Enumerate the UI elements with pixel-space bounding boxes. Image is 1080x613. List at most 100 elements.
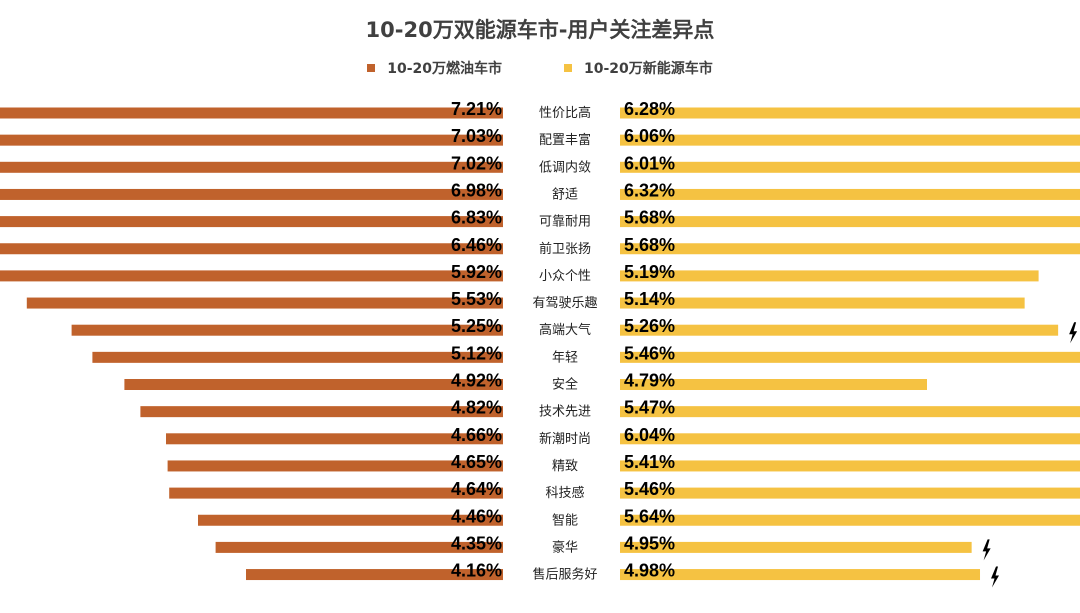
bar-fuel bbox=[0, 161, 503, 173]
data-label-ev: 5.41% bbox=[624, 452, 675, 472]
data-label-fuel: 4.92% bbox=[451, 371, 502, 391]
bar-fuel bbox=[71, 324, 503, 336]
bar-fuel bbox=[0, 270, 503, 282]
bar-ev bbox=[620, 487, 1080, 499]
category-label: 可靠耐用 bbox=[539, 215, 591, 230]
data-label-fuel: 7.21% bbox=[451, 99, 502, 119]
category-label: 安全 bbox=[552, 377, 578, 393]
bar-fuel bbox=[169, 487, 503, 499]
data-label-fuel: 4.82% bbox=[451, 398, 502, 418]
data-label-fuel: 5.12% bbox=[451, 343, 502, 363]
bar-fuel bbox=[246, 569, 503, 581]
data-label-ev: 5.19% bbox=[624, 262, 675, 282]
legend-entry-fuel: 10-20万燃油车市 bbox=[367, 58, 502, 78]
data-label-fuel: 5.25% bbox=[451, 316, 502, 336]
category-label: 小众个性 bbox=[539, 269, 591, 284]
category-label: 有驾驶乐趣 bbox=[532, 296, 597, 311]
bar-ev bbox=[620, 107, 1080, 119]
data-label-ev: 4.95% bbox=[624, 533, 675, 553]
data-label-ev: 4.79% bbox=[624, 371, 675, 391]
data-label-ev: 5.14% bbox=[624, 289, 675, 309]
category-label: 科技感 bbox=[545, 485, 584, 501]
data-label-fuel: 4.66% bbox=[451, 425, 502, 445]
bar-ev bbox=[620, 379, 927, 390]
bar-fuel bbox=[0, 134, 504, 146]
data-label-fuel: 4.46% bbox=[451, 506, 502, 526]
data-label-fuel: 7.02% bbox=[451, 153, 502, 173]
category-label: 年轻 bbox=[552, 350, 578, 365]
data-label-ev: 5.47% bbox=[624, 398, 675, 418]
bar-ev bbox=[620, 161, 1080, 173]
data-label-fuel: 4.16% bbox=[451, 561, 502, 581]
bar-ev bbox=[620, 351, 1080, 363]
data-label-ev: 5.68% bbox=[624, 208, 675, 228]
category-label: 高端大气 bbox=[539, 322, 591, 338]
data-label-fuel: 6.98% bbox=[451, 180, 502, 200]
data-label-ev: 5.68% bbox=[624, 235, 675, 255]
bar-fuel bbox=[124, 379, 504, 390]
data-label-ev: 6.06% bbox=[624, 126, 675, 146]
bar-ev bbox=[620, 433, 1080, 445]
category-label: 智能 bbox=[552, 513, 578, 528]
data-label-ev: 5.64% bbox=[624, 506, 675, 526]
data-label-fuel: 6.46% bbox=[451, 235, 502, 255]
bar-ev bbox=[620, 324, 1059, 336]
bar-ev bbox=[620, 270, 1039, 282]
data-label-fuel: 4.64% bbox=[451, 479, 502, 499]
lightning-icon bbox=[1069, 322, 1078, 344]
data-label-ev: 4.98% bbox=[624, 561, 675, 581]
bar-ev bbox=[620, 188, 1080, 200]
category-label: 精致 bbox=[552, 459, 578, 474]
legend-swatch-fuel bbox=[367, 64, 376, 72]
lightning-icon bbox=[991, 566, 1000, 588]
data-label-fuel: 4.35% bbox=[451, 533, 502, 553]
data-label-ev: 6.04% bbox=[624, 425, 675, 445]
bar-fuel bbox=[167, 460, 503, 472]
category-label: 舒适 bbox=[552, 187, 578, 202]
data-label-fuel: 7.03% bbox=[451, 126, 502, 146]
data-label-fuel: 5.92% bbox=[451, 262, 502, 282]
data-label-ev: 5.26% bbox=[624, 316, 675, 336]
bar-ev bbox=[620, 297, 1025, 309]
category-label: 售后服务好 bbox=[532, 567, 597, 583]
bar-ev bbox=[620, 134, 1080, 146]
bar-ev bbox=[620, 460, 1080, 472]
lightning-icon bbox=[982, 539, 991, 561]
bar-ev bbox=[620, 406, 1080, 418]
category-label: 前卫张扬 bbox=[539, 241, 591, 257]
bar-ev bbox=[620, 514, 1080, 526]
bar-fuel bbox=[0, 107, 503, 119]
category-label: 新潮时尚 bbox=[539, 431, 591, 447]
category-label: 性价比高 bbox=[539, 105, 591, 121]
category-label: 配置丰富 bbox=[539, 132, 591, 148]
bar-ev bbox=[620, 541, 972, 553]
data-label-ev: 5.46% bbox=[624, 343, 675, 363]
bar-fuel bbox=[0, 243, 503, 255]
bar-ev bbox=[620, 569, 981, 581]
bar-fuel bbox=[92, 351, 504, 363]
bar-fuel bbox=[26, 297, 504, 309]
bar-ev bbox=[620, 216, 1080, 228]
chart-title: 10-20万双能源车市-用户关注差异点 bbox=[365, 18, 715, 42]
legend-entry-ev: 10-20万新能源车市 bbox=[564, 58, 713, 78]
data-label-fuel: 6.83% bbox=[451, 208, 502, 228]
legend-swatch-ev bbox=[564, 64, 572, 72]
data-label-ev: 6.01% bbox=[624, 153, 675, 173]
bar-ev bbox=[620, 243, 1080, 255]
category-label: 低调内敛 bbox=[539, 159, 591, 175]
bar-fuel bbox=[198, 514, 503, 526]
data-label-fuel: 5.53% bbox=[451, 289, 502, 309]
bar-fuel bbox=[140, 406, 503, 418]
legend-label-fuel: 10-20万燃油车市 bbox=[387, 61, 502, 77]
data-label-ev: 6.28% bbox=[624, 99, 675, 119]
bar-fuel bbox=[0, 216, 504, 228]
data-label-ev: 5.46% bbox=[624, 479, 675, 499]
bar-fuel bbox=[0, 188, 504, 200]
bar-fuel bbox=[166, 433, 503, 445]
data-label-ev: 6.32% bbox=[624, 180, 675, 200]
category-label: 豪华 bbox=[552, 539, 578, 555]
category-label: 技术先进 bbox=[539, 405, 591, 420]
data-label-fuel: 4.65% bbox=[451, 452, 502, 472]
bar-fuel bbox=[215, 541, 503, 553]
